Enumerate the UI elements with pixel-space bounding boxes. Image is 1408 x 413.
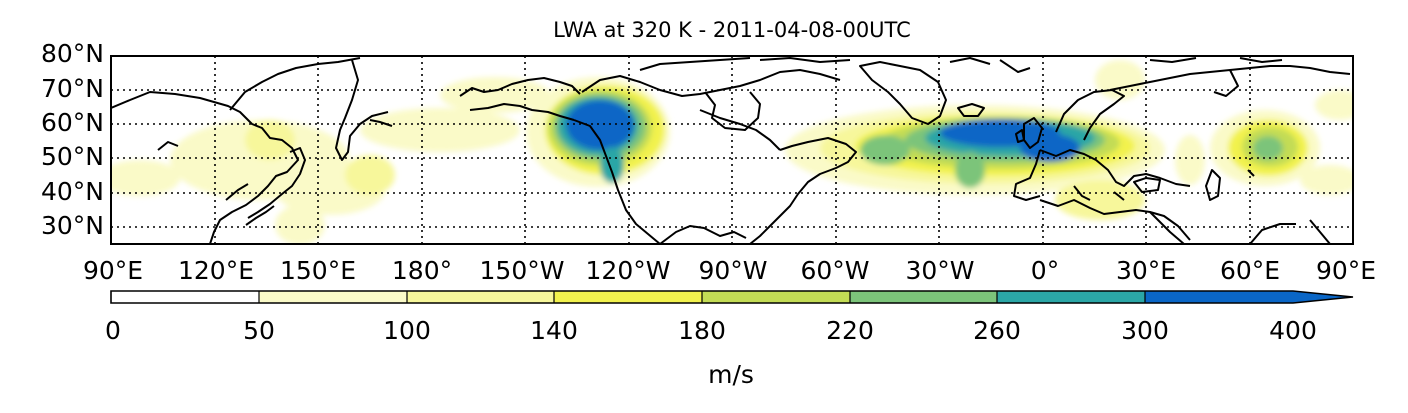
- lon-label-0: 0°: [1030, 256, 1060, 285]
- colorbar-segment-0: [111, 291, 259, 303]
- lon-label-150e: 150°E: [279, 256, 357, 285]
- colorbar-segment-7: [1145, 291, 1293, 303]
- colorbar-segment-3: [554, 291, 702, 303]
- colorbar-segment-2: [407, 291, 554, 303]
- lon-label-120w: 120°W: [585, 256, 671, 285]
- colorbar-tick-400: 400: [1269, 316, 1317, 345]
- lon-label-90e-right: 90°E: [1315, 256, 1377, 285]
- lat-label-70n: 70°N: [40, 74, 104, 103]
- lon-label-90e-left: 90°E: [82, 256, 144, 285]
- lat-label-50n: 50°N: [40, 142, 104, 171]
- colorbar-segment-1: [259, 291, 407, 303]
- graticule: [111, 56, 1353, 244]
- lwa-field: [111, 60, 1353, 244]
- lon-label-150w: 150°W: [479, 256, 565, 285]
- lat-label-30n: 30°N: [40, 211, 104, 240]
- colorbar-tick-260: 260: [973, 316, 1021, 345]
- lon-label-120e: 120°E: [177, 256, 255, 285]
- colorbar-segment-4: [702, 291, 850, 303]
- lon-label-30e: 30°E: [1115, 256, 1177, 285]
- colorbar-extend-arrow: [1293, 291, 1353, 303]
- colorbar-outline: [110, 290, 1354, 304]
- lon-label-30w: 30°W: [905, 256, 975, 285]
- colorbar: [110, 290, 1354, 304]
- coastlines: [111, 57, 1351, 244]
- colorbar-tick-220: 220: [826, 316, 874, 345]
- lon-label-60w: 60°W: [800, 256, 870, 285]
- colorbar-tick-300: 300: [1121, 316, 1169, 345]
- lon-label-90w: 90°W: [698, 256, 768, 285]
- lat-label-40n: 40°N: [40, 177, 104, 206]
- map-title: LWA at 320 K - 2011-04-08-00UTC: [553, 18, 911, 42]
- map-frame: [110, 55, 1354, 245]
- lat-label-60n: 60°N: [40, 108, 104, 137]
- colorbar-segment-5: [850, 291, 997, 303]
- colorbar-tick-50: 50: [243, 316, 275, 345]
- lat-label-80n: 80°N: [40, 39, 104, 68]
- colorbar-tick-0: 0: [105, 316, 121, 345]
- colorbar-unit-label: m/s: [708, 360, 754, 389]
- colorbar-tick-100: 100: [383, 316, 431, 345]
- colorbar-tick-180: 180: [678, 316, 726, 345]
- lon-label-60e: 60°E: [1219, 256, 1281, 285]
- lon-label-180: 180°: [391, 256, 453, 285]
- colorbar-segment-6: [997, 291, 1145, 303]
- colorbar-tick-140: 140: [530, 316, 578, 345]
